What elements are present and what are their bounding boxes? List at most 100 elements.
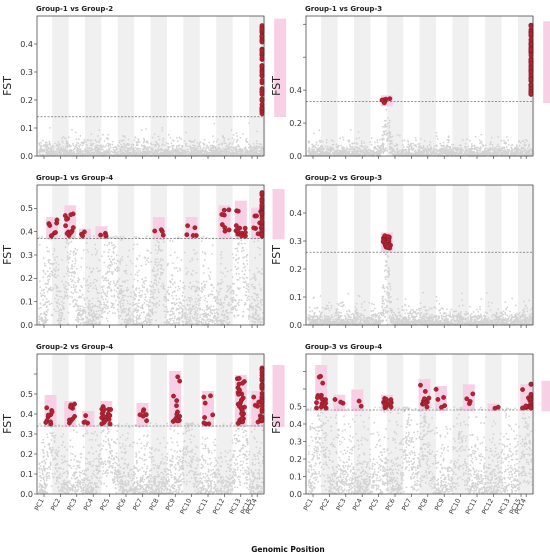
snp-point xyxy=(79,144,82,146)
snp-point xyxy=(378,147,381,150)
snp-point xyxy=(80,141,83,144)
snp-point xyxy=(113,153,116,156)
snp-point xyxy=(478,149,480,152)
snp-point xyxy=(173,321,175,324)
snp-point xyxy=(77,153,79,156)
snp-point xyxy=(245,137,248,140)
outlier-point xyxy=(259,97,265,103)
snp-point xyxy=(124,310,127,313)
snp-point xyxy=(339,154,342,156)
snp-point xyxy=(171,240,174,243)
snp-point xyxy=(135,307,138,309)
snp-point xyxy=(491,136,493,139)
snp-point xyxy=(250,146,253,149)
snp-point xyxy=(70,151,73,153)
snp-point xyxy=(469,139,471,142)
snp-point xyxy=(191,298,193,301)
snp-point xyxy=(193,139,196,141)
snp-point xyxy=(392,152,394,155)
snp-point xyxy=(195,297,197,300)
snp-point xyxy=(107,133,110,136)
snp-point xyxy=(225,146,227,148)
snp-point xyxy=(349,153,351,156)
snp-point xyxy=(65,272,68,275)
snp-point xyxy=(327,148,330,151)
snp-point xyxy=(154,258,157,261)
snp-point xyxy=(214,149,217,152)
snp-point xyxy=(83,150,85,152)
snp-point xyxy=(254,146,256,149)
snp-point xyxy=(48,127,51,129)
snp-point xyxy=(185,153,188,156)
snp-point xyxy=(94,147,97,150)
snp-point xyxy=(74,288,77,291)
snp-point xyxy=(157,261,160,264)
snp-point xyxy=(72,148,75,151)
snp-point xyxy=(48,143,51,146)
snp-point xyxy=(74,145,77,148)
snp-point xyxy=(258,143,261,145)
snp-point xyxy=(383,150,386,152)
snp-point xyxy=(117,152,119,155)
snp-point xyxy=(389,148,391,151)
snp-point xyxy=(139,153,142,156)
snp-point xyxy=(261,268,263,271)
snp-point xyxy=(128,151,130,154)
snp-point xyxy=(456,146,459,149)
snp-point xyxy=(394,145,397,148)
snp-point xyxy=(40,142,43,144)
snp-point xyxy=(83,138,86,141)
snp-point xyxy=(217,146,220,149)
snp-point xyxy=(161,282,164,285)
snp-point xyxy=(56,148,58,151)
snp-point xyxy=(147,148,150,151)
snp-point xyxy=(480,133,483,136)
snp-point xyxy=(68,241,71,244)
snp-point xyxy=(121,146,124,149)
snp-point xyxy=(388,127,390,129)
snp-point xyxy=(57,301,60,304)
snp-point xyxy=(148,151,151,153)
snp-point xyxy=(398,134,401,137)
snp-point xyxy=(169,153,171,155)
snp-point xyxy=(149,154,152,156)
snp-point xyxy=(232,293,235,295)
snp-point xyxy=(479,146,482,149)
snp-point xyxy=(383,119,386,122)
snp-point xyxy=(109,280,112,283)
snp-point xyxy=(139,289,142,292)
snp-point xyxy=(170,150,173,153)
outlier-point xyxy=(259,26,265,32)
snp-point xyxy=(222,323,225,325)
snp-point xyxy=(108,154,111,156)
snp-point xyxy=(463,151,466,153)
outlier-point xyxy=(528,23,534,29)
snp-point xyxy=(143,140,146,143)
snp-point xyxy=(171,149,174,152)
snp-point xyxy=(444,150,446,153)
snp-point xyxy=(136,279,139,282)
snp-point xyxy=(195,151,198,154)
snp-point xyxy=(217,149,219,152)
outlier-point xyxy=(528,37,534,42)
snp-point xyxy=(229,311,232,314)
snp-point xyxy=(388,136,390,138)
snp-point xyxy=(182,149,185,152)
snp-point xyxy=(113,306,115,309)
snp-point xyxy=(88,267,91,270)
snp-point xyxy=(359,148,362,151)
y-tick-label: 0.4 xyxy=(289,86,302,95)
snp-point xyxy=(436,138,439,140)
snp-point xyxy=(170,308,173,311)
snp-point xyxy=(80,153,82,156)
snp-point xyxy=(259,146,261,149)
snp-point xyxy=(454,146,457,149)
snp-point xyxy=(185,131,188,134)
snp-point xyxy=(126,153,129,155)
snp-point xyxy=(61,150,64,153)
snp-point xyxy=(57,146,60,149)
snp-point xyxy=(75,152,78,155)
snp-point xyxy=(201,308,204,311)
snp-point xyxy=(54,297,56,300)
snp-point xyxy=(484,147,486,150)
